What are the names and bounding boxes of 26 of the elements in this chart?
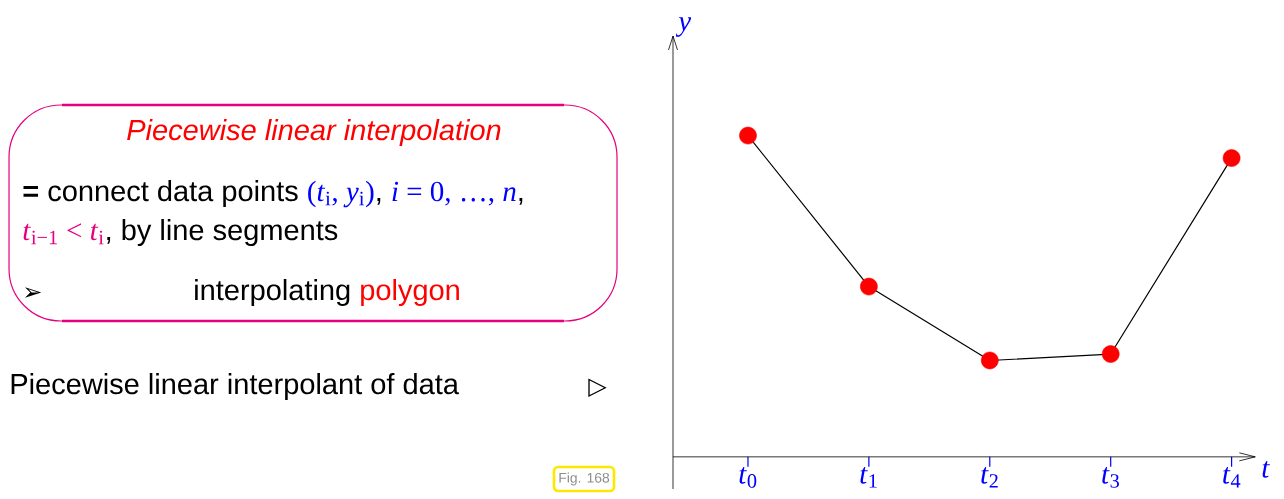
text: , by line segments bbox=[107, 218, 338, 247]
text: Piecewise linear interpolant of data bbox=[11, 372, 459, 401]
x-tick-label: t$_{2}$ bbox=[981, 467, 998, 488]
text: (t$_{i}$, y$_{i}$) bbox=[308, 180, 374, 208]
text: polygon bbox=[361, 278, 459, 307]
text: i = 0, …, n bbox=[392, 181, 516, 206]
text: Piecewise linear interpolation bbox=[127, 118, 501, 147]
x-tick-label: t$_{0}$ bbox=[739, 467, 757, 488]
text: t$_{i−1}$ < t$_{i}$ bbox=[23, 223, 104, 245]
point bbox=[860, 277, 878, 296]
x-axis-title: t bbox=[1262, 461, 1270, 478]
y-axis-title: y bbox=[675, 17, 692, 37]
caption: Fig. 168 bbox=[559, 472, 610, 486]
text: ▷ bbox=[588, 378, 607, 397]
x-tick-label: t$_{1}$ bbox=[860, 467, 877, 488]
x-tick-label: t$_{3}$ bbox=[1102, 467, 1119, 488]
text: interpolating bbox=[195, 278, 350, 307]
text: = connect data points bbox=[23, 179, 298, 208]
point bbox=[1222, 149, 1241, 167]
x-tick-label: t$_{4}$ bbox=[1223, 467, 1241, 488]
text: , bbox=[519, 197, 523, 205]
point bbox=[739, 126, 757, 145]
text: , bbox=[377, 197, 381, 205]
point bbox=[1101, 345, 1120, 363]
point bbox=[980, 351, 999, 370]
text: ➢ bbox=[24, 287, 42, 298]
